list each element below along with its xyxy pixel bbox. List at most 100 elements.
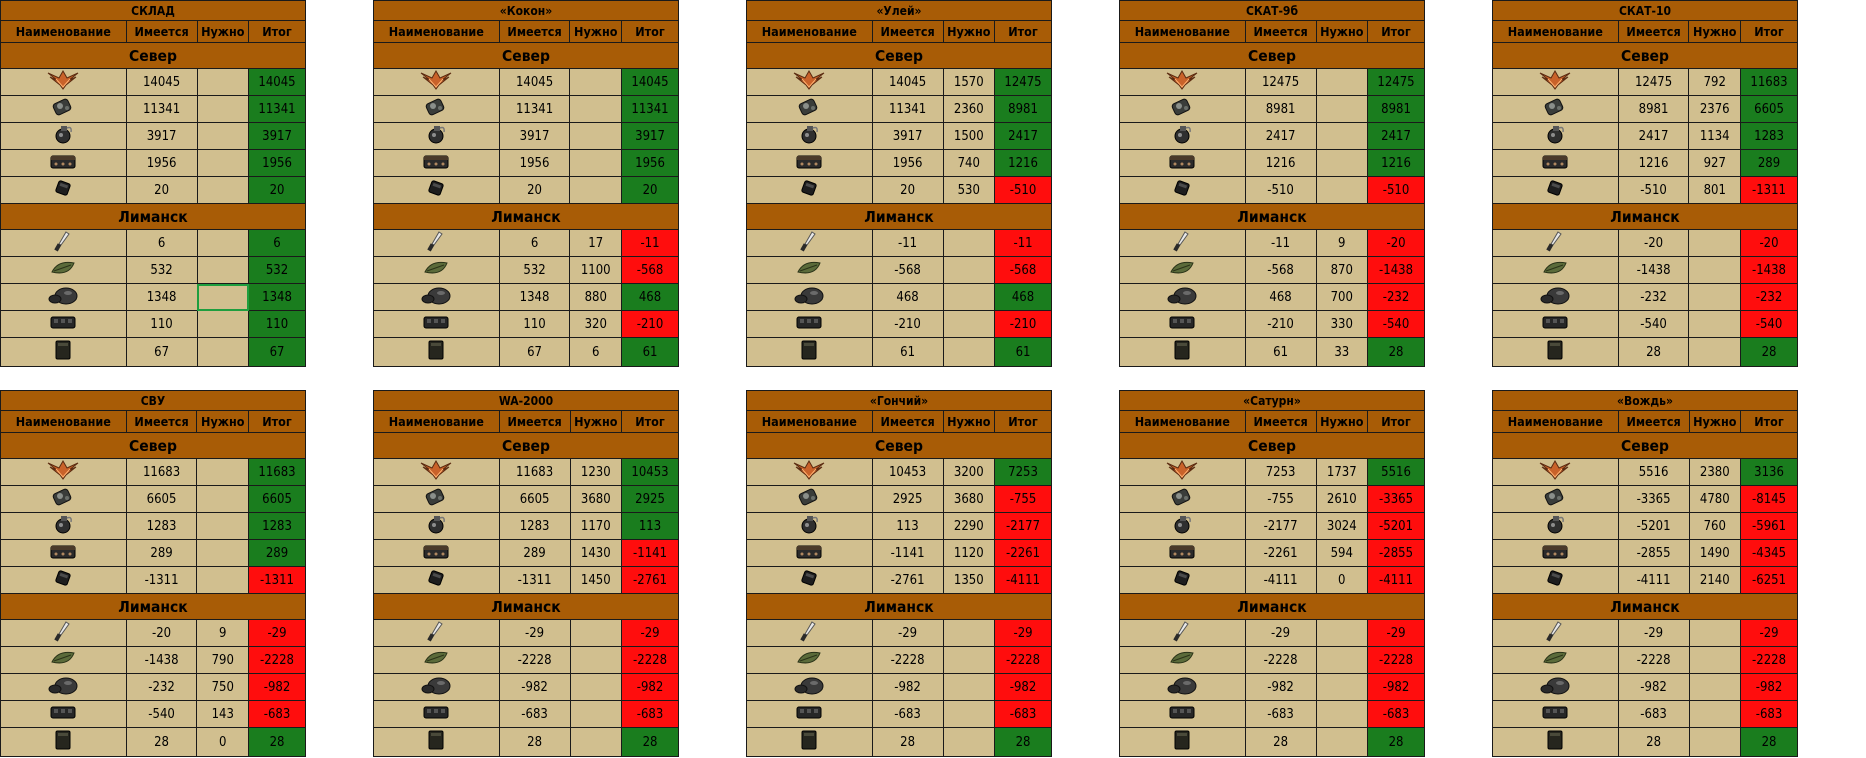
- have-cell[interactable]: 11683: [498, 458, 571, 486]
- total-cell[interactable]: -2261: [994, 539, 1052, 567]
- have-cell[interactable]: -29: [1244, 619, 1317, 647]
- item-name-cell[interactable]: [1119, 458, 1246, 486]
- total-cell[interactable]: 1283: [248, 512, 306, 540]
- total-cell[interactable]: 20: [248, 176, 306, 204]
- have-cell[interactable]: -232: [125, 673, 198, 701]
- need-cell[interactable]: [1688, 283, 1742, 311]
- item-name-cell[interactable]: [1492, 176, 1619, 204]
- total-cell[interactable]: 289: [248, 539, 306, 567]
- total-cell[interactable]: 14045: [248, 68, 306, 96]
- total-cell[interactable]: 12475: [1367, 68, 1425, 96]
- item-name-cell[interactable]: [746, 512, 873, 540]
- total-cell[interactable]: -5961: [1740, 512, 1798, 540]
- need-cell[interactable]: [196, 337, 250, 367]
- total-cell[interactable]: -982: [621, 673, 679, 701]
- item-name-cell[interactable]: [1492, 229, 1619, 257]
- item-name-cell[interactable]: [373, 566, 500, 594]
- total-cell[interactable]: -510: [994, 176, 1052, 204]
- need-cell[interactable]: [1688, 256, 1742, 284]
- total-cell[interactable]: 14045: [621, 68, 679, 96]
- need-cell[interactable]: [1688, 700, 1742, 728]
- item-name-cell[interactable]: [1492, 256, 1619, 284]
- header-need[interactable]: Нужно: [196, 410, 250, 433]
- item-name-cell[interactable]: [746, 122, 873, 150]
- header-need[interactable]: Нужно: [569, 20, 623, 43]
- total-cell[interactable]: -982: [1740, 673, 1798, 701]
- total-cell[interactable]: -982: [994, 673, 1052, 701]
- header-name[interactable]: Наименование: [0, 20, 127, 43]
- item-name-cell[interactable]: [373, 727, 500, 757]
- total-cell[interactable]: 6: [248, 229, 306, 257]
- need-cell[interactable]: [196, 310, 250, 338]
- need-cell[interactable]: [942, 256, 996, 284]
- total-cell[interactable]: 10453: [621, 458, 679, 486]
- total-cell[interactable]: 11683: [1740, 68, 1798, 96]
- total-cell[interactable]: -2855: [1367, 539, 1425, 567]
- need-cell[interactable]: 2380: [1688, 458, 1742, 486]
- total-cell[interactable]: 11683: [248, 458, 306, 486]
- total-cell[interactable]: -210: [621, 310, 679, 338]
- item-name-cell[interactable]: [373, 122, 500, 150]
- need-cell[interactable]: [196, 485, 250, 513]
- header-need[interactable]: Нужно: [1688, 410, 1742, 433]
- need-cell[interactable]: 1100: [569, 256, 623, 284]
- total-cell[interactable]: 1956: [248, 149, 306, 177]
- need-cell[interactable]: [942, 646, 996, 674]
- need-cell[interactable]: [1688, 727, 1742, 757]
- section-limansk-label[interactable]: Лиманск: [373, 203, 679, 230]
- have-cell[interactable]: 113: [871, 512, 944, 540]
- item-name-cell[interactable]: [373, 310, 500, 338]
- total-cell[interactable]: -6251: [1740, 566, 1798, 594]
- item-name-cell[interactable]: [0, 485, 127, 513]
- item-name-cell[interactable]: [1492, 337, 1619, 367]
- need-cell[interactable]: 927: [1688, 149, 1742, 177]
- item-name-cell[interactable]: [373, 68, 500, 96]
- have-cell[interactable]: -232: [1617, 283, 1690, 311]
- item-name-cell[interactable]: [373, 95, 500, 123]
- total-cell[interactable]: -1438: [1740, 256, 1798, 284]
- total-cell[interactable]: 468: [621, 283, 679, 311]
- total-cell[interactable]: 28: [1740, 727, 1798, 757]
- have-cell[interactable]: -982: [1617, 673, 1690, 701]
- total-cell[interactable]: 61: [994, 337, 1052, 367]
- need-cell[interactable]: [942, 700, 996, 728]
- header-total[interactable]: Итог: [1740, 20, 1798, 43]
- total-cell[interactable]: -540: [1740, 310, 1798, 338]
- need-cell[interactable]: [942, 337, 996, 367]
- item-name-cell[interactable]: [746, 176, 873, 204]
- item-name-cell[interactable]: [1119, 310, 1246, 338]
- have-cell[interactable]: 3917: [498, 122, 571, 150]
- have-cell[interactable]: 6: [498, 229, 571, 257]
- item-name-cell[interactable]: [1492, 95, 1619, 123]
- need-cell[interactable]: [1315, 619, 1369, 647]
- need-cell[interactable]: 2610: [1315, 485, 1369, 513]
- need-cell[interactable]: 3024: [1315, 512, 1369, 540]
- have-cell[interactable]: -210: [871, 310, 944, 338]
- total-cell[interactable]: -5201: [1367, 512, 1425, 540]
- need-cell[interactable]: 1570: [942, 68, 996, 96]
- have-cell[interactable]: 2925: [871, 485, 944, 513]
- need-cell[interactable]: 1737: [1315, 458, 1369, 486]
- item-name-cell[interactable]: [1119, 68, 1246, 96]
- need-cell[interactable]: [196, 256, 250, 284]
- item-name-cell[interactable]: [0, 95, 127, 123]
- total-cell[interactable]: 20: [621, 176, 679, 204]
- have-cell[interactable]: -1141: [871, 539, 944, 567]
- header-have[interactable]: Имеется: [1617, 20, 1690, 43]
- block-title[interactable]: СКАТ-10: [1492, 0, 1798, 21]
- need-cell[interactable]: [569, 619, 623, 647]
- have-cell[interactable]: 12475: [1244, 68, 1317, 96]
- have-cell[interactable]: 28: [1617, 337, 1690, 367]
- need-cell[interactable]: 594: [1315, 539, 1369, 567]
- total-cell[interactable]: -2228: [621, 646, 679, 674]
- item-name-cell[interactable]: [746, 566, 873, 594]
- item-name-cell[interactable]: [0, 619, 127, 647]
- total-cell[interactable]: -2228: [248, 646, 306, 674]
- item-name-cell[interactable]: [373, 673, 500, 701]
- header-name[interactable]: Наименование: [1119, 20, 1246, 43]
- item-name-cell[interactable]: [746, 458, 873, 486]
- need-cell[interactable]: [1315, 95, 1369, 123]
- block-title[interactable]: «Гончий»: [746, 390, 1052, 411]
- item-name-cell[interactable]: [1492, 727, 1619, 757]
- section-north-label[interactable]: Север: [1119, 432, 1425, 459]
